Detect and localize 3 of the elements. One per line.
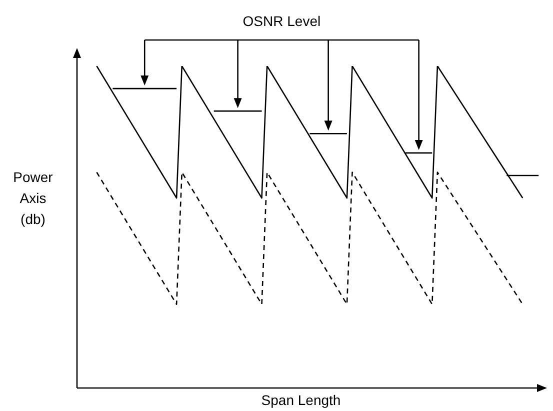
text: OSNR Level: [242, 13, 321, 29]
y-axis-title: Power Axis (db): [13, 169, 54, 227]
x-axis-title: Span Length: [261, 392, 341, 408]
